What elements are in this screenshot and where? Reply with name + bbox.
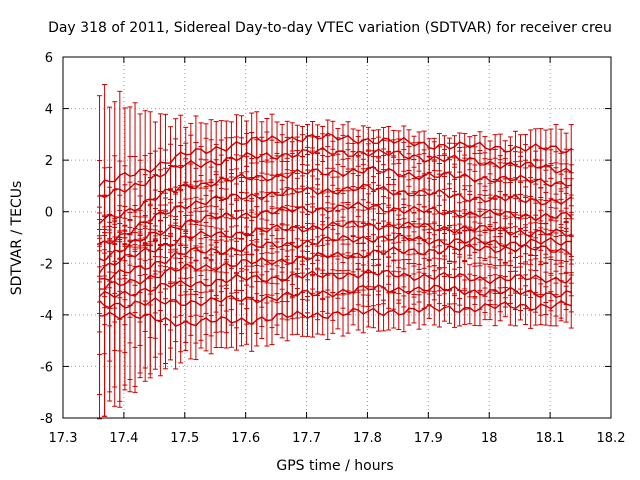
x-tick-label: 17.4 bbox=[109, 431, 138, 446]
series-line bbox=[99, 183, 572, 245]
y-tick-label: -2 bbox=[40, 257, 53, 272]
series-line bbox=[99, 268, 572, 299]
series-line bbox=[99, 284, 572, 309]
series-track-11 bbox=[97, 212, 574, 420]
series-line bbox=[99, 233, 572, 281]
y-tick-label: 2 bbox=[45, 154, 53, 169]
x-axis-label: GPS time / hours bbox=[276, 458, 394, 474]
x-tick-label: 17.6 bbox=[231, 431, 260, 446]
y-tick-label: 0 bbox=[45, 206, 53, 221]
x-tick-label: 18.2 bbox=[597, 431, 626, 446]
y-tick-label: -6 bbox=[40, 360, 53, 375]
series-layer bbox=[97, 84, 574, 420]
x-tick-label: 18.1 bbox=[536, 431, 565, 446]
series-track-3 bbox=[97, 149, 574, 252]
chart-title: Day 318 of 2011, Sidereal Day-to-day VTE… bbox=[48, 20, 612, 36]
x-tick-label: 17.9 bbox=[414, 431, 443, 446]
x-tick-label: 17.5 bbox=[170, 431, 199, 446]
plot-frame bbox=[62, 56, 612, 419]
series-track-5 bbox=[97, 185, 574, 290]
y-tick-label: -8 bbox=[40, 412, 53, 427]
series-line bbox=[99, 146, 572, 199]
series-track-4 bbox=[97, 168, 574, 273]
x-tick-label: 17.8 bbox=[353, 431, 382, 446]
y-tick-label: 6 bbox=[45, 51, 53, 66]
series-line bbox=[99, 165, 572, 225]
series-line bbox=[98, 220, 572, 274]
series-line bbox=[98, 132, 572, 187]
series-line bbox=[99, 201, 572, 262]
series-line bbox=[99, 243, 572, 290]
series-track-8 bbox=[97, 226, 574, 333]
series-track-9 bbox=[97, 225, 574, 362]
x-tick-label: 18 bbox=[481, 431, 498, 446]
series-line bbox=[99, 299, 572, 327]
y-tick-label: -4 bbox=[40, 309, 53, 324]
x-tick-label: 17.7 bbox=[292, 431, 321, 446]
y-tick-label: 4 bbox=[45, 103, 53, 118]
axis-ticks: 17.3 17.4 17.5 17.6 17.7 17.8 17.9 18 18.1 18.2 -8… bbox=[40, 51, 625, 446]
x-tick-label: 17.3 bbox=[49, 431, 78, 446]
